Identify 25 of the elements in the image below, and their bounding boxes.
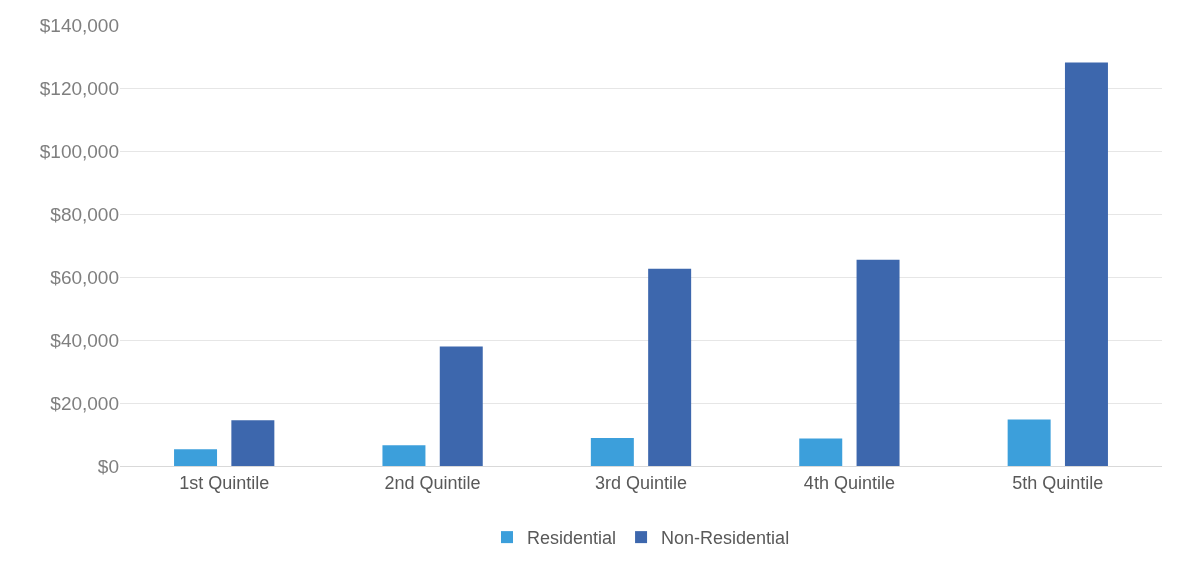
bar: [231, 420, 275, 466]
bar: [382, 445, 426, 466]
bar: [590, 437, 634, 466]
y-tick-label: $40,000: [50, 329, 119, 351]
x-tick-label: 4th Quintile: [803, 472, 895, 493]
bar: [1064, 62, 1108, 466]
x-tick-label: 2nd Quintile: [384, 472, 481, 493]
bar: [1007, 419, 1051, 466]
bar: [856, 259, 900, 466]
y-tick-label: $20,000: [50, 392, 119, 414]
y-tick-label: $80,000: [50, 203, 119, 225]
y-tick-label: $140,000: [39, 14, 119, 36]
legend-label: Non-Residential: [661, 528, 790, 549]
x-tick-label: 1st Quintile: [179, 472, 270, 493]
y-tick-label: $60,000: [50, 266, 119, 288]
y-tick-label: $0: [97, 455, 119, 477]
x-tick-label: 5th Quintile: [1012, 472, 1104, 493]
legend-label: Residential: [527, 528, 617, 549]
bar: [648, 268, 692, 466]
bar: [439, 346, 483, 466]
y-tick-label: $120,000: [39, 77, 119, 99]
x-tick-label: 3rd Quintile: [594, 472, 688, 493]
y-tick-label: $100,000: [39, 140, 119, 162]
bar: [799, 438, 843, 466]
bar: [174, 449, 218, 466]
